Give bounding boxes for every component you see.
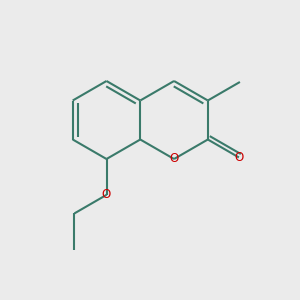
Text: O: O [235, 151, 244, 164]
Text: O: O [169, 152, 179, 166]
Text: O: O [102, 188, 111, 201]
